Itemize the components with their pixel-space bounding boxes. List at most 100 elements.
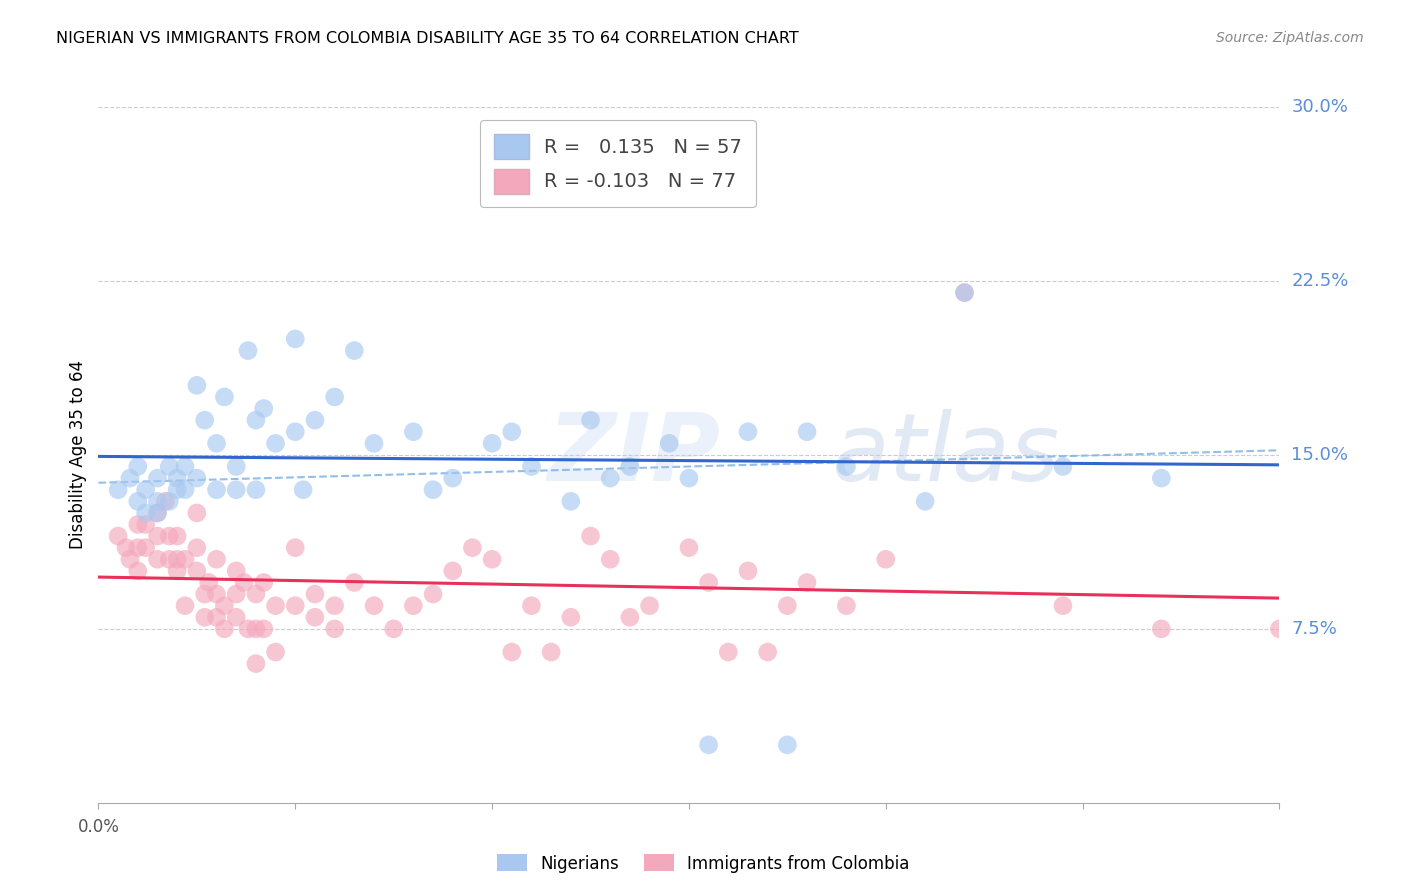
Point (197, 575, 219, 590)
Point (205, 587, 228, 601)
Text: 0.0%: 0.0% (77, 818, 120, 836)
Point (157, 529, 180, 543)
Point (264, 645, 287, 659)
Point (363, 599, 385, 613)
Text: Source: ZipAtlas.com: Source: ZipAtlas.com (1216, 31, 1364, 45)
Point (481, 552, 503, 566)
Point (146, 552, 169, 566)
Point (225, 483, 247, 497)
Point (118, 471, 141, 485)
Point (236, 343, 259, 358)
Point (658, 436, 681, 450)
Point (323, 622, 346, 636)
Point (166, 483, 188, 497)
Point (166, 552, 188, 566)
Point (323, 599, 346, 613)
Point (343, 575, 366, 590)
Point (186, 506, 208, 520)
Point (166, 529, 188, 543)
Text: ZIP: ZIP (547, 409, 720, 501)
Point (127, 459, 149, 474)
Point (225, 459, 247, 474)
Point (776, 738, 799, 752)
Point (253, 622, 276, 636)
Point (135, 483, 157, 497)
Point (225, 564, 247, 578)
Point (737, 425, 759, 439)
Point (560, 610, 582, 624)
Point (284, 599, 307, 613)
Point (953, 285, 976, 300)
Point (194, 413, 217, 427)
Legend: Nigerians, Immigrants from Colombia: Nigerians, Immigrants from Colombia (489, 847, 917, 880)
Text: 22.5%: 22.5% (1291, 272, 1348, 290)
Point (135, 517, 157, 532)
Point (115, 541, 138, 555)
Point (174, 459, 197, 474)
Point (245, 413, 267, 427)
Point (284, 541, 307, 555)
Point (146, 529, 169, 543)
Point (205, 610, 228, 624)
Point (127, 564, 149, 578)
Point (205, 483, 228, 497)
Point (678, 541, 700, 555)
Point (835, 599, 858, 613)
Point (127, 541, 149, 555)
Point (155, 494, 177, 508)
Point (501, 645, 523, 659)
Point (717, 645, 740, 659)
Point (304, 610, 326, 624)
Point (253, 575, 276, 590)
Text: NIGERIAN VS IMMIGRANTS FROM COLOMBIA DISABILITY AGE 35 TO 64 CORRELATION CHART: NIGERIAN VS IMMIGRANTS FROM COLOMBIA DIS… (56, 31, 799, 46)
Point (233, 575, 256, 590)
Point (441, 471, 464, 485)
Point (174, 599, 197, 613)
Point (225, 587, 247, 601)
Point (186, 564, 208, 578)
Point (737, 564, 759, 578)
Point (292, 483, 315, 497)
Point (225, 610, 247, 624)
Point (135, 541, 157, 555)
Point (402, 425, 425, 439)
Point (166, 471, 188, 485)
Point (284, 425, 307, 439)
Point (638, 599, 661, 613)
Point (461, 541, 484, 555)
Point (146, 471, 169, 485)
Point (214, 599, 236, 613)
Point (540, 645, 562, 659)
Point (1268, 622, 1291, 636)
Point (245, 483, 267, 497)
Point (284, 332, 307, 346)
Point (146, 494, 169, 508)
Point (245, 657, 267, 671)
Point (1052, 459, 1074, 474)
Text: atlas: atlas (831, 409, 1059, 500)
Point (166, 564, 188, 578)
Point (638, 169, 661, 184)
Point (118, 552, 141, 566)
Point (186, 471, 208, 485)
Point (1150, 622, 1173, 636)
Point (678, 471, 700, 485)
Point (304, 587, 326, 601)
Point (205, 552, 228, 566)
Point (245, 622, 267, 636)
Point (214, 390, 236, 404)
Point (323, 390, 346, 404)
Point (146, 506, 169, 520)
Point (422, 483, 444, 497)
Point (194, 610, 217, 624)
Point (875, 552, 897, 566)
Point (441, 564, 464, 578)
Point (619, 610, 641, 624)
Text: 15.0%: 15.0% (1291, 446, 1348, 464)
Point (501, 425, 523, 439)
Text: 30.0%: 30.0% (1291, 98, 1348, 116)
Point (205, 436, 228, 450)
Point (245, 587, 267, 601)
Point (174, 552, 197, 566)
Point (402, 599, 425, 613)
